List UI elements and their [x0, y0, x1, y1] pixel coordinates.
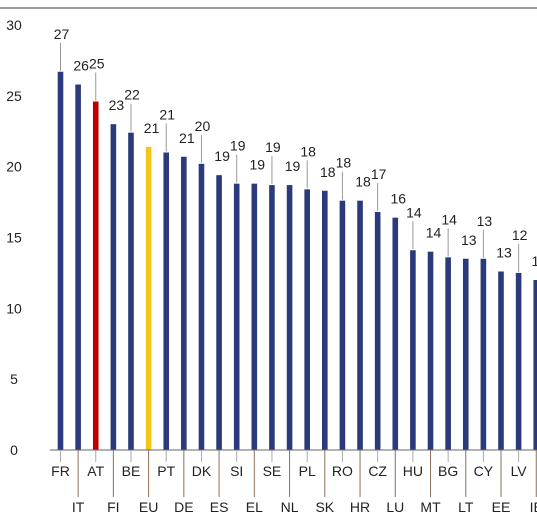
- data-label: 18: [300, 143, 316, 159]
- data-label: 17: [371, 166, 387, 182]
- data-label: 27: [54, 26, 70, 42]
- x-tick-label: EU: [139, 499, 158, 515]
- bar-cy: [480, 258, 487, 450]
- bar-dk: [198, 163, 205, 451]
- y-tick-label: 20: [6, 159, 22, 175]
- bar-ee: [498, 271, 504, 450]
- x-tick-label: FR: [51, 463, 70, 479]
- data-label: 25: [89, 56, 105, 72]
- bar-ie: [533, 280, 537, 450]
- bar-be: [128, 132, 134, 450]
- data-label: 19: [265, 139, 281, 155]
- x-tick-label: NL: [281, 499, 299, 515]
- x-tick-label: EE: [492, 499, 511, 515]
- x-tick-label: AT: [87, 463, 104, 479]
- bar-it: [75, 84, 81, 450]
- bar-lu: [392, 217, 399, 450]
- bar-el: [251, 183, 258, 450]
- x-axis: FR IT AT FI BE EU PT DE DK ES SI EL SE NL PL SK RO HR CZ LU…: [50, 449, 537, 515]
- x-tick-label: CZ: [368, 463, 387, 479]
- data-label: 14: [426, 225, 442, 241]
- bar-es: [216, 175, 222, 450]
- bar-fr: [57, 71, 64, 450]
- bar-pt: [163, 152, 170, 450]
- x-tick-label: SK: [315, 499, 334, 515]
- data-label: 26: [73, 58, 89, 74]
- data-label: 13: [496, 245, 512, 261]
- data-label: 21: [159, 107, 175, 123]
- x-tick-label: DK: [192, 463, 212, 479]
- data-label: 23: [109, 97, 125, 113]
- y-tick-label: 0: [10, 442, 18, 458]
- y-tick-label: 25: [6, 88, 22, 104]
- x-tick-label: ES: [210, 499, 229, 515]
- x-tick-label: MT: [420, 499, 441, 515]
- bar-nl: [286, 185, 293, 451]
- data-label: 13: [477, 213, 493, 229]
- data-label: 22: [124, 87, 140, 103]
- x-tick-label: IE: [530, 499, 537, 515]
- data-label: 19: [230, 138, 246, 154]
- x-tick-label: RO: [332, 463, 353, 479]
- x-tick-label: FI: [107, 499, 119, 515]
- x-tick-label: LU: [386, 499, 404, 515]
- x-tick-label: SI: [230, 463, 243, 479]
- data-label: 20: [195, 118, 211, 134]
- bar-at: [92, 101, 99, 450]
- y-axis: 0 5 10 15 20 25 30: [6, 17, 22, 458]
- bar-mt: [427, 251, 434, 450]
- x-tick-label: BG: [438, 463, 458, 479]
- data-label: 18: [336, 155, 352, 171]
- bar-ro: [339, 200, 346, 450]
- x-tick-label: BE: [122, 463, 141, 479]
- data-label: 19: [214, 148, 230, 164]
- bar-hu: [410, 250, 416, 450]
- label-connectors: [60, 42, 520, 272]
- x-tick-label: HR: [350, 499, 370, 515]
- y-tick-label: 10: [6, 300, 22, 316]
- bar-sk: [322, 190, 328, 450]
- data-label: 18: [320, 164, 336, 180]
- x-tick-label: SE: [263, 463, 282, 479]
- bar-cz: [374, 212, 381, 450]
- data-label: 19: [250, 157, 266, 173]
- data-label: 13: [461, 232, 477, 248]
- bar-si: [233, 183, 240, 450]
- bar-pl: [304, 189, 310, 451]
- x-tick-label: IT: [72, 499, 85, 515]
- data-label: 19: [285, 158, 301, 174]
- x-tick-label: CY: [474, 463, 494, 479]
- data-label: 12: [512, 227, 528, 243]
- x-tick-label: LT: [458, 499, 474, 515]
- data-label: 14: [406, 204, 422, 220]
- bars: [57, 71, 537, 451]
- bar-eu: [145, 146, 152, 451]
- bar-se: [269, 185, 275, 451]
- bar-lv: [515, 272, 522, 450]
- data-label: 14: [441, 211, 457, 227]
- x-tick-label: PT: [157, 463, 175, 479]
- x-tick-label: EL: [246, 499, 263, 515]
- data-label: 21: [144, 120, 160, 136]
- bar-bg: [445, 257, 451, 450]
- bar-fi: [110, 124, 117, 451]
- bar-lt: [462, 258, 469, 450]
- bar-hr: [357, 200, 363, 450]
- bar-de: [181, 156, 187, 450]
- x-tick-label: HU: [403, 463, 423, 479]
- y-tick-label: 5: [10, 371, 18, 387]
- y-tick-label: 15: [6, 230, 22, 246]
- x-tick-label: DE: [174, 499, 193, 515]
- data-label: 16: [390, 191, 406, 207]
- data-label: 12: [531, 253, 537, 269]
- x-tick-label: LV: [511, 463, 528, 479]
- data-label: 18: [355, 174, 371, 190]
- data-label: 21: [179, 130, 195, 146]
- y-tick-label: 30: [6, 17, 22, 33]
- x-tick-label: PL: [299, 463, 316, 479]
